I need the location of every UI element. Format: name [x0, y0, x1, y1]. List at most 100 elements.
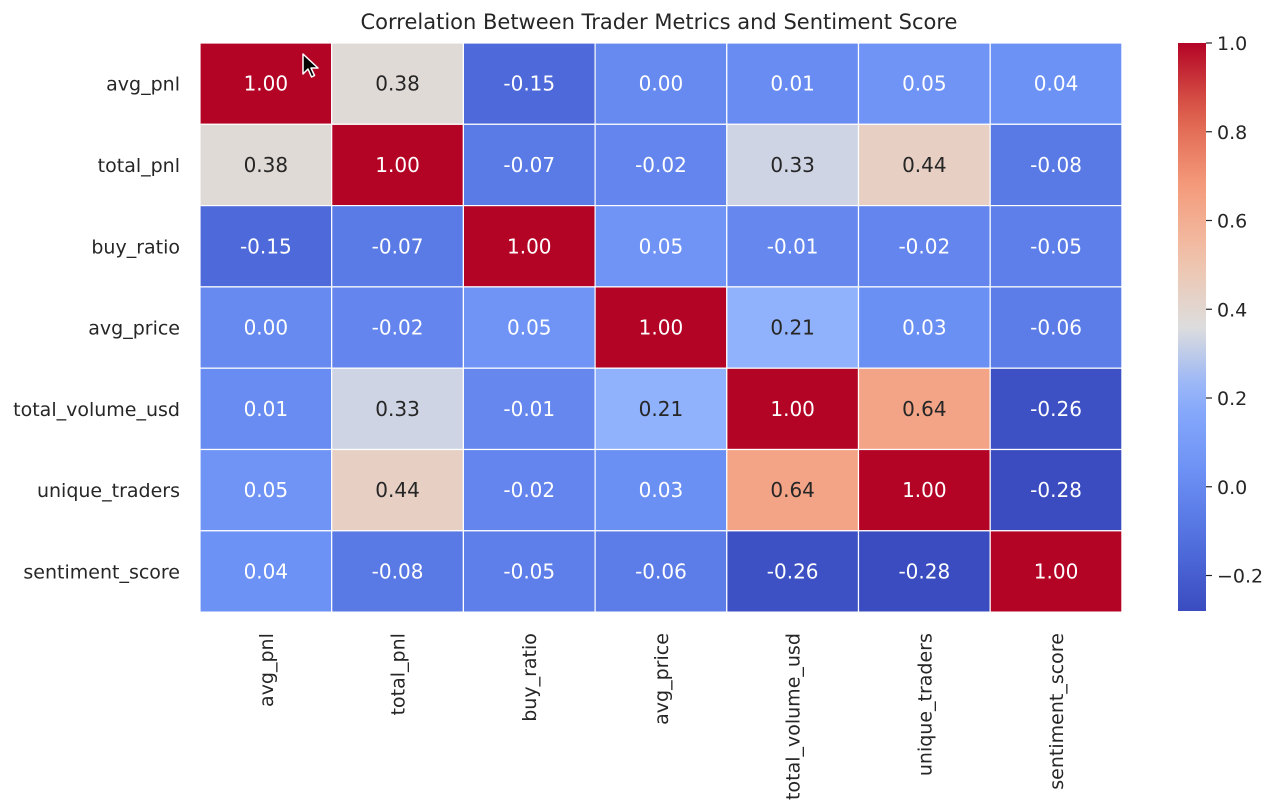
- column-label-total-volume-usd: total_volume_usd: [783, 633, 805, 800]
- cell-value-label: -0.26: [1030, 397, 1082, 421]
- colorbar-tick-label: −0.2: [1217, 566, 1263, 588]
- mouse-cursor-icon: [302, 53, 319, 78]
- row-label-sentiment-score: sentiment_score: [23, 561, 180, 583]
- heatmap-cell-unique-traders-total-volume-usd: [726, 448, 860, 532]
- heatmap-cell-total-pnl-buy-ratio: [462, 123, 596, 207]
- cell-value-label: 0.33: [770, 153, 815, 177]
- heatmap-cell-buy-ratio-avg-price: [594, 205, 728, 288]
- heatmap-cell-avg-price-avg-price: [594, 286, 728, 369]
- column-label-sentiment-score: sentiment_score: [1046, 633, 1068, 790]
- heatmap-cell-sentiment-score-avg-pnl: [199, 530, 333, 613]
- heatmap-cell-buy-ratio-total-pnl: [331, 205, 465, 288]
- colorbar-tick-label: 0.2: [1217, 388, 1247, 410]
- heatmap-cell-unique-traders-total-pnl: [331, 448, 465, 532]
- heatmap-cell-unique-traders-avg-price: [594, 448, 728, 532]
- cell-value-label: 0.00: [244, 316, 289, 340]
- row-labels: avg_pnl total_pnl buy_ratio avg_price total_…: [13, 74, 180, 584]
- cell-value-label: -0.02: [372, 316, 424, 340]
- cell-value-label: 0.04: [244, 559, 289, 583]
- cell-value-label: -0.28: [1030, 478, 1082, 502]
- heatmap-cell-total-volume-usd-buy-ratio: [462, 367, 596, 451]
- colorbar-tick-label: 0.0: [1217, 477, 1247, 499]
- heatmap-cell-avg-pnl-total-pnl: [331, 42, 465, 125]
- cell-value-label: 0.64: [902, 397, 947, 421]
- row-label-unique-traders: unique_traders: [37, 480, 180, 502]
- cell-value-label: -0.01: [767, 234, 819, 258]
- heatmap-cell-total-volume-usd-avg-pnl: [199, 367, 333, 451]
- heatmap-cells: [199, 42, 1123, 613]
- cell-value-label: -0.02: [503, 478, 555, 502]
- heatmap-cell-avg-pnl-avg-price: [594, 42, 728, 125]
- cell-value-label: -0.06: [1030, 316, 1082, 340]
- cell-value-label: -0.07: [372, 234, 424, 258]
- cell-value-label: 0.44: [902, 153, 947, 177]
- cell-value-label: 0.21: [770, 316, 815, 340]
- heatmap-cell-avg-price-sentiment-score: [989, 286, 1123, 369]
- cell-value-label: -0.15: [240, 234, 292, 258]
- heatmap-cell-avg-pnl-avg-pnl: [199, 42, 333, 125]
- heatmap-cell-total-pnl-sentiment-score: [989, 123, 1123, 207]
- cell-value-label: -0.01: [503, 397, 555, 421]
- heatmap-cell-sentiment-score-unique-traders: [857, 530, 991, 613]
- row-label-buy-ratio: buy_ratio: [91, 236, 180, 258]
- cell-value-label: -0.02: [898, 234, 950, 258]
- cell-value-label: 0.05: [902, 72, 947, 96]
- heatmap-cell-labels: 1.00 0.38 -0.15 0.00 0.01 0.05 0.04 0.38 1.00 -0.…: [240, 72, 1082, 584]
- heatmap-cell-avg-pnl-total-volume-usd: [726, 42, 860, 125]
- column-label-avg-pnl: avg_pnl: [256, 633, 278, 707]
- heatmap-cell-avg-price-total-pnl: [331, 286, 465, 369]
- heatmap-cell-avg-price-unique-traders: [857, 286, 991, 369]
- cell-value-label: -0.08: [372, 559, 424, 583]
- cell-value-label: 0.38: [375, 72, 420, 96]
- cell-value-label: -0.02: [635, 153, 687, 177]
- heatmap-cell-buy-ratio-total-volume-usd: [726, 205, 860, 288]
- cell-value-label: 1.00: [244, 72, 289, 96]
- heatmap-cell-unique-traders-buy-ratio: [462, 448, 596, 532]
- heatmap-cell-avg-pnl-unique-traders: [857, 42, 991, 125]
- cell-value-label: -0.05: [1030, 234, 1082, 258]
- cell-value-label: -0.26: [767, 559, 819, 583]
- row-label-avg-pnl: avg_pnl: [106, 74, 180, 96]
- heatmap-cell-sentiment-score-buy-ratio: [462, 530, 596, 613]
- cell-value-label: 1.00: [507, 234, 552, 258]
- cell-value-label: 0.21: [639, 397, 684, 421]
- heatmap-cell-avg-price-avg-pnl: [199, 286, 333, 369]
- heatmap-cell-sentiment-score-avg-price: [594, 530, 728, 613]
- colorbar-ticks: 1.0 0.8 0.6 0.4 0.2 0.0 −0.2: [1206, 33, 1263, 588]
- cell-value-label: 1.00: [1034, 559, 1079, 583]
- cell-value-label: 1.00: [770, 397, 815, 421]
- colorbar-tick-label: 0.8: [1217, 122, 1247, 144]
- colorbar-tick-label: 0.4: [1217, 299, 1247, 321]
- cell-value-label: 0.44: [375, 478, 420, 502]
- cell-value-label: 0.01: [770, 72, 815, 96]
- cell-value-label: -0.08: [1030, 153, 1082, 177]
- column-label-total-pnl: total_pnl: [388, 633, 410, 715]
- column-label-unique-traders: unique_traders: [914, 633, 936, 776]
- chart-title: Correlation Between Trader Metrics and S…: [361, 10, 958, 34]
- row-label-total-volume-usd: total_volume_usd: [13, 399, 180, 421]
- heatmap-cell-total-volume-usd-sentiment-score: [989, 367, 1123, 451]
- heatmap-cell-unique-traders-sentiment-score: [989, 448, 1123, 532]
- cell-value-label: 0.04: [1034, 72, 1079, 96]
- column-label-buy-ratio: buy_ratio: [519, 633, 541, 722]
- column-label-avg-price: avg_price: [651, 633, 673, 725]
- cell-value-label: 1.00: [902, 478, 947, 502]
- heatmap-cell-total-pnl-unique-traders: [857, 123, 991, 207]
- cell-value-label: 0.33: [375, 397, 420, 421]
- colorbar: [1178, 43, 1206, 611]
- cell-value-label: 0.05: [507, 316, 552, 340]
- cell-value-label: 0.00: [639, 72, 684, 96]
- row-label-total-pnl: total_pnl: [98, 155, 180, 177]
- cell-value-label: -0.06: [635, 559, 687, 583]
- heatmap-cell-buy-ratio-sentiment-score: [989, 205, 1123, 288]
- colorbar-tick-label: 0.6: [1217, 211, 1247, 233]
- cell-value-label: 0.03: [902, 316, 947, 340]
- row-label-avg-price: avg_price: [88, 318, 180, 340]
- cell-value-label: 0.38: [244, 153, 289, 177]
- heatmap-cell-buy-ratio-unique-traders: [857, 205, 991, 288]
- cell-value-label: 0.01: [244, 397, 289, 421]
- heatmap-cell-sentiment-score-total-volume-usd: [726, 530, 860, 613]
- heatmap-cell-unique-traders-avg-pnl: [199, 448, 333, 532]
- column-labels: avg_pnl total_pnl buy_ratio avg_price total_…: [256, 633, 1068, 800]
